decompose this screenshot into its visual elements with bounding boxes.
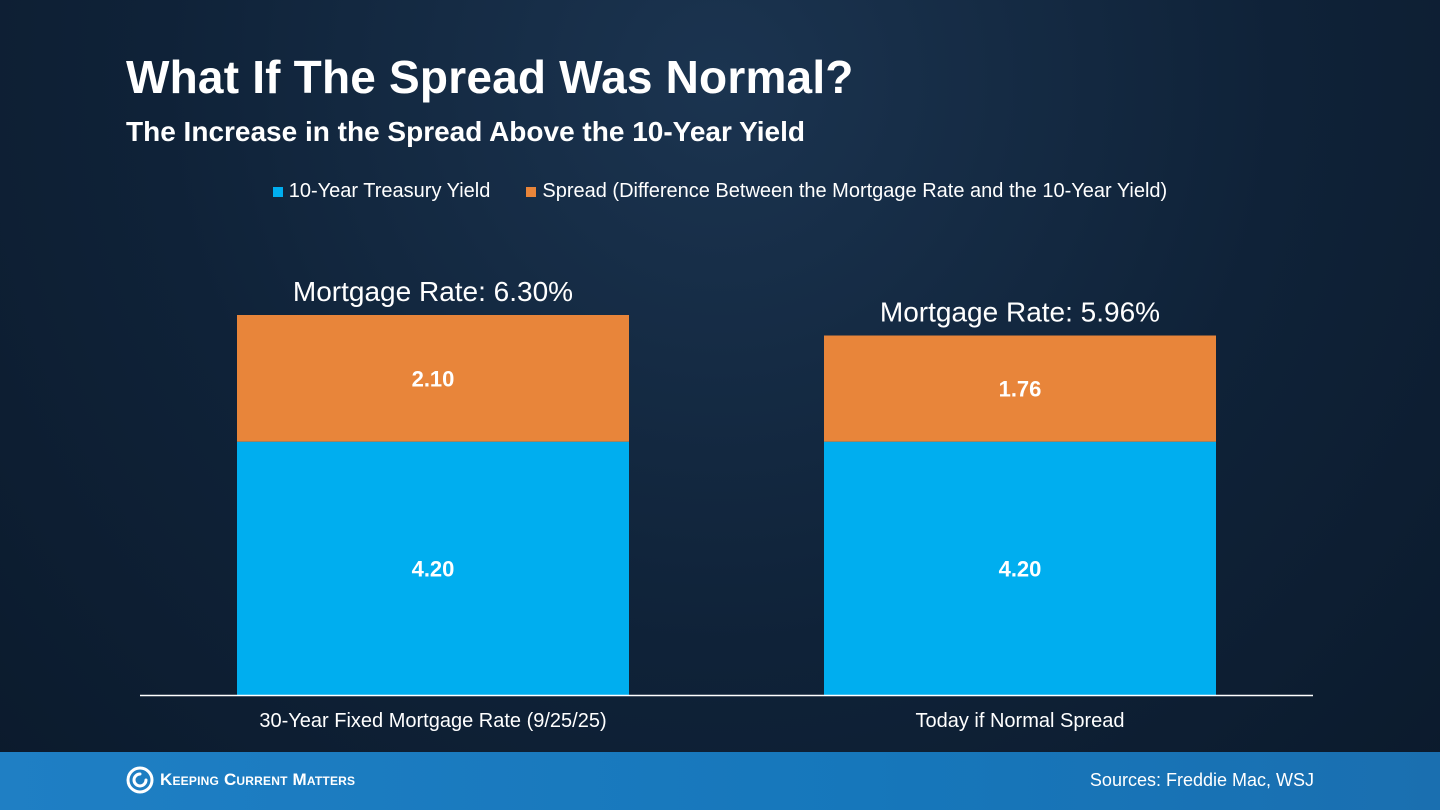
x-tick-label: 30-Year Fixed Mortgage Rate (9/25/25) (259, 710, 606, 732)
logo: Keeping Current Matters (126, 766, 355, 794)
bar-data-label: 4.20 (999, 556, 1042, 581)
chart-title: What If The Spread Was Normal? (126, 51, 854, 103)
bar-total-label: Mortgage Rate: 5.96% (880, 297, 1160, 328)
x-tick-label: Today if Normal Spread (916, 710, 1125, 732)
bar-total-label: Mortgage Rate: 6.30% (293, 276, 573, 307)
footer-bar: Keeping Current Matters Sources: Freddie… (0, 752, 1440, 810)
sources-note: Sources: Freddie Mac, WSJ (1089, 770, 1314, 790)
chart-legend: 10-Year Treasury Yield Spread (Differenc… (0, 180, 1440, 203)
legend-label-treasury: 10-Year Treasury Yield (288, 180, 491, 202)
bar-segment-treasury (237, 441, 629, 695)
bar-segment-treasury (824, 441, 1216, 695)
logo-text: Keeping Current Matters (160, 770, 356, 789)
bar-data-label: 2.10 (412, 366, 455, 391)
legend-label-spread: Spread (Difference Between the Mortgage … (542, 180, 1168, 202)
legend-swatch-spread (526, 186, 537, 197)
swirl-icon (126, 766, 154, 794)
bar-data-label: 4.20 (412, 556, 455, 581)
bar-data-label: 1.76 (999, 377, 1042, 402)
legend-swatch-treasury (272, 186, 283, 197)
bar-segment-spread (237, 315, 629, 442)
legend-item-spread: Spread (Difference Between the Mortgage … (526, 180, 1167, 203)
legend-item-treasury: 10-Year Treasury Yield (272, 180, 491, 203)
bar-segment-spread (824, 335, 1216, 442)
stacked-bar-chart: 4.20 2.10 Mortgage Rate: 6.30% 30-Year Fixe… (237, 276, 1216, 732)
chart-subtitle: The Increase in the Spread Above the 10-… (126, 116, 805, 147)
